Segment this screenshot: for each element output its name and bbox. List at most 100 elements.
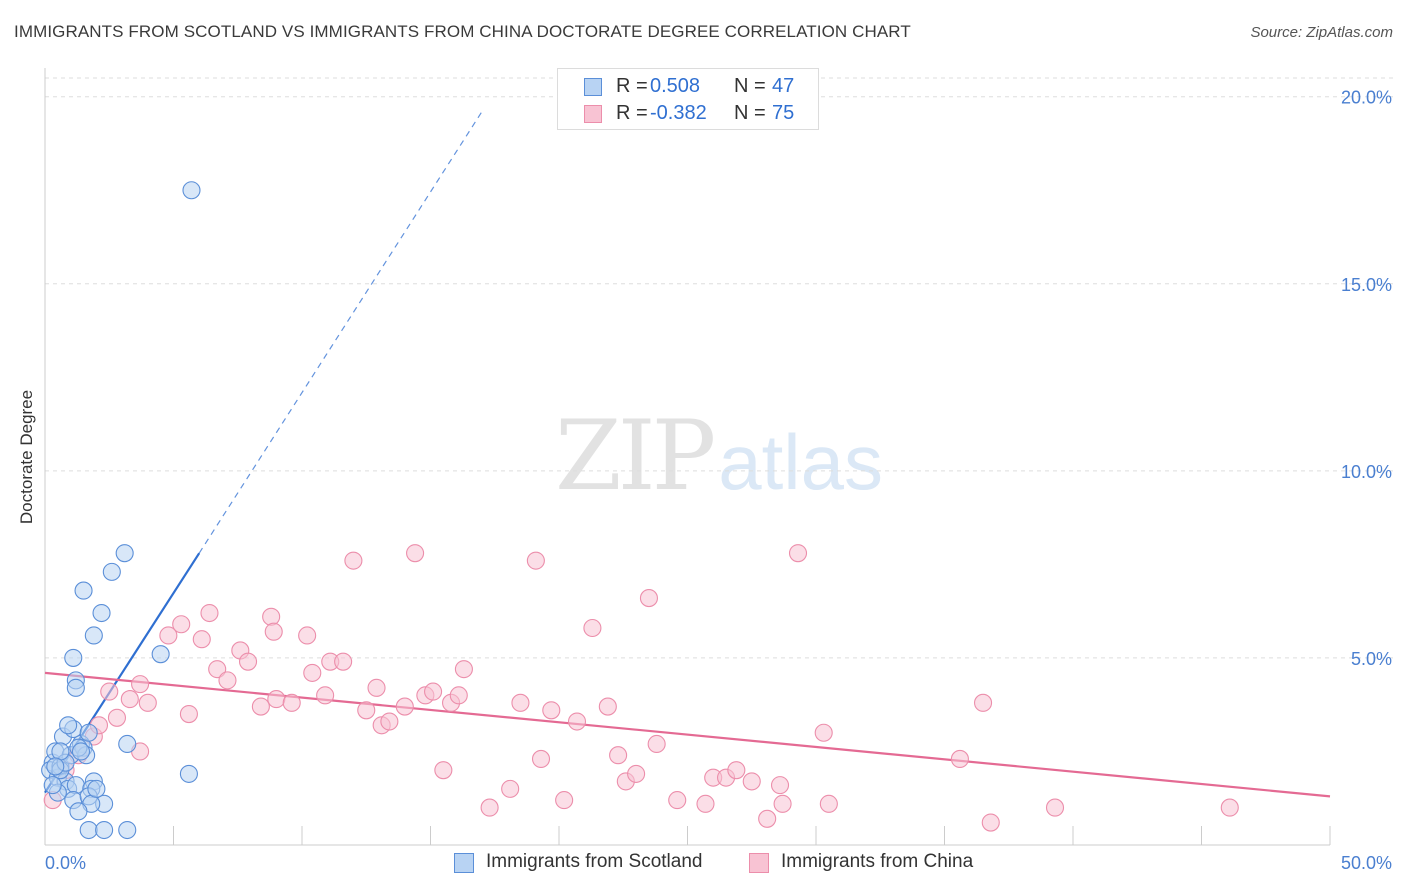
r-label: R =: [616, 102, 648, 124]
china-point: [598, 697, 617, 716]
gridlines: [45, 77, 1395, 659]
y-tick-label: 5.0%: [1351, 649, 1392, 669]
china-point: [138, 693, 157, 712]
china-point: [668, 791, 687, 810]
china-point: [406, 544, 425, 563]
china-point: [973, 693, 993, 712]
china-point: [819, 794, 838, 813]
china-point: [814, 723, 833, 742]
china-point: [264, 622, 283, 641]
china-point: [159, 626, 178, 645]
scotland-point: [118, 734, 137, 754]
r-label: R =: [616, 75, 648, 97]
china-point: [172, 615, 191, 634]
data-points: [41, 181, 1239, 840]
china-point: [773, 794, 792, 813]
r-value: 0.508: [650, 75, 701, 97]
scotland-point: [71, 742, 91, 761]
legend-label: Immigrants from China: [781, 851, 974, 872]
scotland-point: [59, 716, 78, 735]
china-point: [107, 708, 127, 727]
china-point: [424, 682, 443, 701]
scotland-point: [79, 723, 98, 742]
china-point: [511, 693, 530, 712]
x-tick-label: 0.0%: [45, 853, 86, 873]
china-point: [696, 794, 715, 813]
china-point: [357, 701, 376, 720]
china-swatch: [749, 853, 769, 873]
scotland-point: [64, 648, 83, 667]
china-point: [639, 589, 659, 608]
china-point: [282, 693, 301, 712]
source-credit: Source: ZipAtlas.com: [1250, 24, 1393, 41]
china-point: [1045, 798, 1065, 817]
china-point: [334, 652, 353, 671]
china-point: [344, 551, 363, 570]
trend-lines: [44, 111, 1331, 798]
scotland-point: [182, 181, 201, 200]
china-point: [555, 791, 574, 810]
china-point: [788, 544, 808, 563]
scotland-swatch: [584, 78, 602, 96]
china-point: [434, 761, 453, 780]
china-point: [647, 734, 666, 754]
scotland-point: [92, 603, 111, 623]
n-label: N =: [734, 102, 766, 124]
china-point: [727, 761, 746, 780]
scotland-point: [118, 820, 137, 840]
china-point: [950, 749, 969, 768]
china-point: [380, 712, 399, 731]
china-point: [100, 682, 119, 701]
scotland-point: [179, 764, 198, 783]
china-point: [981, 813, 1000, 832]
scotland-point: [69, 802, 88, 821]
y-tick-label: 15.0%: [1341, 275, 1392, 295]
china-point: [395, 697, 414, 716]
china-point: [208, 660, 227, 679]
china-point: [742, 772, 761, 791]
r-value: -0.382: [650, 102, 707, 124]
china-point: [262, 607, 281, 626]
scotland-swatch: [454, 853, 474, 873]
china-point: [238, 652, 258, 671]
china-point: [542, 701, 561, 720]
china-point: [298, 626, 317, 645]
china-point: [316, 686, 335, 705]
china-point: [770, 776, 790, 795]
n-label: N =: [734, 75, 766, 97]
china-point: [449, 686, 468, 705]
scotland-point: [43, 776, 62, 795]
china-point: [526, 551, 545, 570]
scotland-point: [79, 820, 98, 840]
china-point: [267, 690, 286, 709]
chart-title: IMMIGRANTS FROM SCOTLAND VS IMMIGRANTS F…: [14, 22, 911, 41]
china-point: [303, 663, 322, 682]
china-point: [501, 779, 520, 798]
axes: [44, 68, 1331, 846]
china-point: [1220, 798, 1239, 817]
china-point: [120, 690, 139, 709]
y-tick-label: 20.0%: [1341, 88, 1392, 108]
china-point: [609, 746, 628, 765]
stats-box: R = 0.508 N = 47 R = -0.382 N = 75: [557, 68, 819, 130]
china-point: [758, 809, 777, 828]
legend-label: Immigrants from Scotland: [486, 851, 703, 872]
china-point: [454, 660, 473, 679]
scotland-point: [74, 581, 93, 600]
n-value: 75: [772, 102, 795, 124]
scotland-point: [84, 626, 103, 645]
china-point: [131, 675, 150, 694]
china-point: [627, 764, 646, 783]
china-point: [567, 712, 587, 731]
tick-labels: 5.0% 10.0% 15.0% 20.0% 0.0% 50.0%: [45, 88, 1392, 873]
china-point: [367, 678, 386, 697]
n-value: 47: [772, 75, 795, 97]
x-tick-label: 50.0%: [1341, 853, 1392, 873]
china-point: [531, 749, 551, 768]
china-point: [480, 798, 499, 817]
scotland-point: [51, 742, 70, 761]
china-point: [583, 618, 602, 638]
scotland-point: [102, 562, 121, 581]
scotland-point: [46, 757, 65, 776]
